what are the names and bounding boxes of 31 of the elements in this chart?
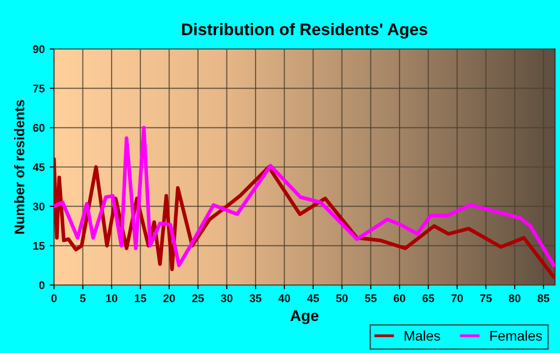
y-tick-label: 90 xyxy=(33,45,45,54)
y-tick-label: 0 xyxy=(39,281,45,290)
x-tick-label: 50 xyxy=(336,294,348,302)
x-tick-label: 45 xyxy=(307,294,320,302)
legend-label: Females xyxy=(490,330,542,341)
x-axis-title: Age xyxy=(290,310,318,324)
x-tick-label: 75 xyxy=(480,294,492,302)
y-tick-label: 75 xyxy=(33,84,45,92)
x-tick-label: 70 xyxy=(451,294,463,302)
y-tick-label: 60 xyxy=(33,124,45,132)
legend-label: Males xyxy=(404,330,440,341)
x-tick-label: 30 xyxy=(220,294,232,302)
y-axis-title: Number of residents xyxy=(14,100,24,234)
x-tick-label: 5 xyxy=(80,294,86,302)
x-tick-label: 0 xyxy=(51,294,57,302)
x-tick-label: 10 xyxy=(106,294,118,302)
line-series xyxy=(54,126,555,268)
x-tick-label: 65 xyxy=(422,294,434,302)
x-tick-label: 35 xyxy=(250,294,262,302)
y-tick-label: 45 xyxy=(32,163,45,172)
chart-title: Distribution of Residents' Ages xyxy=(182,23,428,39)
x-tick-label: 40 xyxy=(278,294,290,302)
x-tick-label: 80 xyxy=(508,294,520,302)
x-tick-label: 60 xyxy=(394,294,406,302)
x-tick-label: 25 xyxy=(192,294,204,302)
x-tick-label: 15 xyxy=(134,294,146,302)
x-tick-label: 20 xyxy=(163,294,175,302)
y-tick-label: 30 xyxy=(32,202,45,210)
x-tick-label: 85 xyxy=(538,294,550,302)
y-tick-label: 15 xyxy=(33,242,45,250)
x-tick-label: 55 xyxy=(364,294,377,302)
